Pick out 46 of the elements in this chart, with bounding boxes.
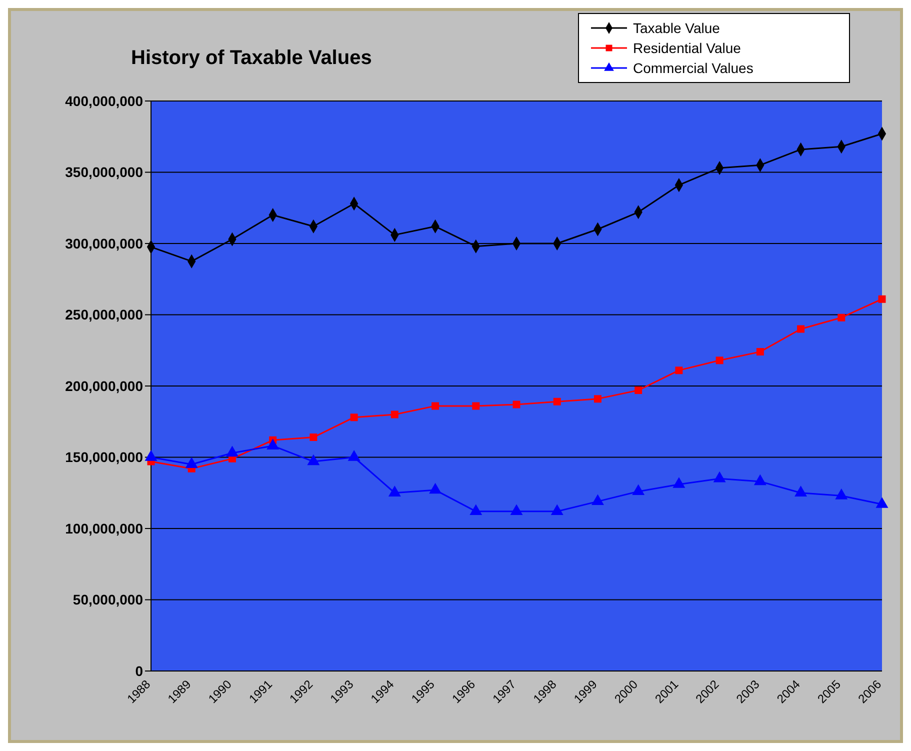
point — [470, 504, 482, 515]
y-tick-label: 300,000,000 — [65, 235, 144, 252]
point — [510, 504, 522, 515]
y-tick-label: 400,000,000 — [65, 92, 144, 109]
point — [836, 489, 848, 500]
y-tick-label: 200,000,000 — [65, 378, 144, 394]
point — [673, 478, 685, 488]
point — [675, 366, 683, 374]
point — [348, 450, 360, 461]
point — [632, 484, 644, 496]
point — [754, 474, 766, 486]
point — [186, 458, 198, 468]
point — [388, 486, 401, 496]
point — [553, 398, 561, 406]
chart-title: History of Taxable Values — [131, 47, 372, 70]
point — [876, 498, 888, 508]
point — [350, 414, 358, 422]
point — [756, 348, 764, 356]
point — [594, 395, 602, 403]
point — [308, 454, 320, 466]
y-tick-label: 0 — [135, 662, 144, 679]
y-tick-label: 150,000,000 — [65, 449, 144, 466]
point — [432, 402, 440, 410]
point — [512, 400, 520, 408]
point — [634, 386, 642, 394]
point — [878, 295, 886, 303]
point — [716, 356, 724, 364]
point — [794, 486, 807, 496]
point — [266, 439, 279, 450]
point — [429, 483, 442, 494]
y-tick-label: 350,000,000 — [65, 164, 144, 180]
point — [551, 504, 563, 515]
point — [390, 410, 398, 418]
point — [592, 494, 604, 506]
legend-label: Taxable Value — [633, 20, 720, 36]
y-tick-label: 100,000,000 — [65, 520, 144, 536]
point — [714, 472, 726, 482]
y-tick-label: 250,000,000 — [65, 306, 144, 323]
point — [838, 314, 846, 322]
point — [797, 325, 805, 333]
point — [226, 446, 238, 457]
legend-label: Commercial Values — [633, 60, 754, 76]
point — [310, 434, 318, 442]
point — [472, 402, 480, 410]
y-tick-label: 50,000,000 — [72, 592, 144, 608]
legend-label: Residential Value — [633, 40, 741, 56]
